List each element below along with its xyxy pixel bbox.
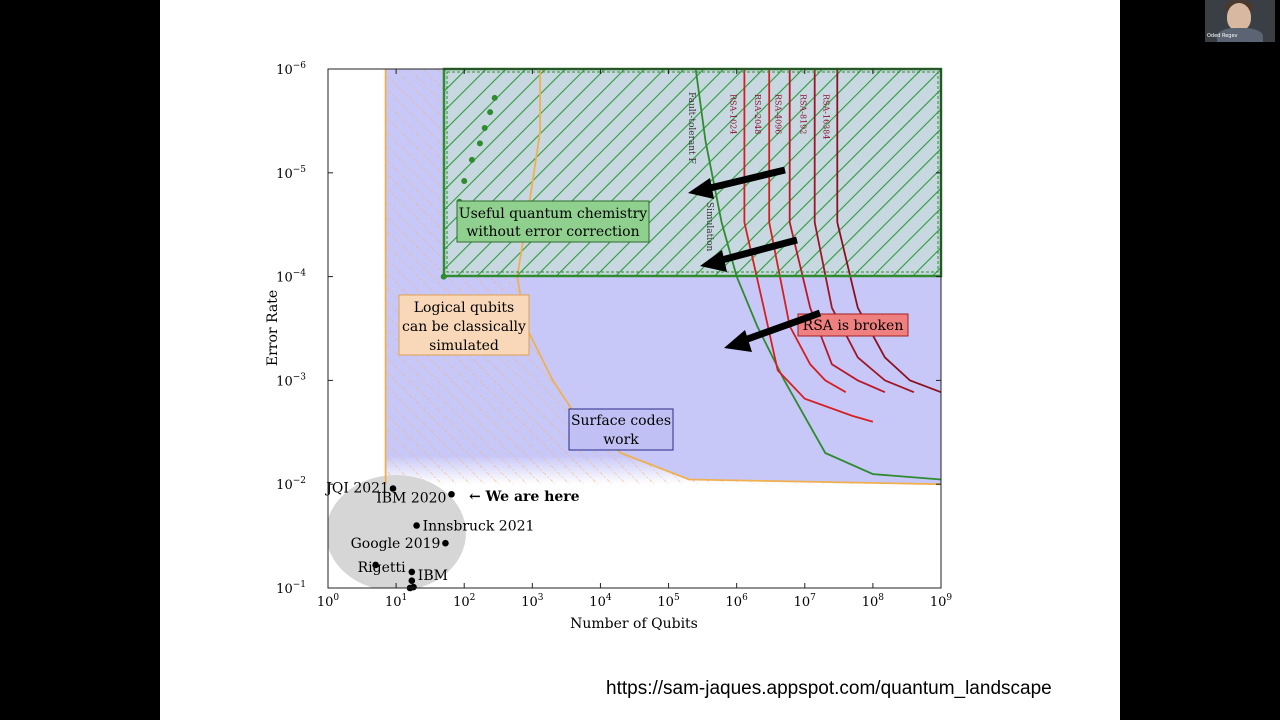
x-tick-label: 104: [589, 593, 612, 610]
x-tick-label: 103: [521, 593, 544, 610]
x-tick-label: 105: [657, 593, 680, 610]
rsa-broken-label: RSA is broken: [803, 318, 904, 334]
y-axis-label: Error Rate: [265, 290, 281, 366]
participant-shirt: [1217, 28, 1263, 42]
device-label: IBM 2020: [376, 490, 446, 506]
chemistry-region-inner-border: [446, 71, 939, 273]
x-tick-label: 108: [862, 593, 885, 610]
logical-qubits-line2: can be classically: [402, 319, 526, 335]
rsa-broken-box: RSA is broken: [797, 313, 909, 337]
rsa-curve-rsa-2048: [768, 69, 847, 393]
y-tick-label: 10−1: [276, 580, 306, 597]
x-tick-label: 109: [930, 593, 953, 610]
surface-codes-box: Surface codes work: [568, 408, 674, 451]
x-tick-label: 101: [385, 593, 407, 610]
device-label: Google 2019: [351, 536, 441, 552]
device-point: [448, 490, 455, 498]
rsa-label-rsa-2048: RSA-2048: [753, 94, 762, 134]
y-tick-label: 10−5: [276, 165, 306, 182]
logical-qubits-box: Logical qubits can be classically simula…: [398, 294, 530, 356]
device-point: [408, 577, 416, 584]
chemistry-point: [491, 94, 498, 101]
x-tick-label: 102: [453, 593, 475, 610]
device-point: [413, 522, 420, 529]
chemistry-point: [481, 124, 488, 131]
surface-codes-line2: work: [603, 432, 639, 448]
chemistry-label-line2: without error correction: [466, 224, 639, 240]
chemistry-point: [487, 109, 494, 116]
x-tick-label: 107: [794, 593, 817, 610]
rsa-curve-rsa-1024: [743, 69, 874, 423]
device-label: IBM: [418, 568, 448, 584]
device-point: [372, 561, 379, 569]
rsa-label-rsa-4096: RSA-4096: [774, 94, 783, 134]
device-label: Rigetti: [358, 560, 407, 576]
participant-video-thumbnail[interactable]: Oded Regev: [1205, 0, 1275, 42]
arrow-chemistry: [688, 166, 786, 199]
device-label: JQI 2021: [324, 480, 389, 496]
participant-name: Oded Regev: [1207, 33, 1238, 39]
rsa-label-rsa-16384: RSA-16384: [821, 94, 830, 139]
fault-tolerant-label-tail: Simulation: [704, 202, 714, 252]
y-tick-label: 10−6: [276, 61, 306, 78]
rsa-label-rsa-1024: RSA-1024: [728, 94, 737, 134]
rsa-label-rsa-8192: RSA-8192: [799, 94, 808, 134]
arrow-fault-tolerant: [700, 236, 798, 272]
chemistry-point: [476, 140, 483, 147]
arrow-rsa: [724, 309, 822, 352]
current-devices-region: [328, 475, 466, 588]
chemistry-point: [461, 178, 468, 185]
fault-tolerant-curve: [694, 69, 941, 481]
device-point: [389, 485, 397, 492]
logical-qubits-line1: Logical qubits: [414, 300, 515, 316]
y-tick-label: 10−2: [276, 476, 306, 493]
we-are-here-label: ← We are here: [469, 489, 580, 505]
device-point: [408, 568, 416, 576]
x-axis-label: Number of Qubits: [570, 616, 698, 632]
device-point: [410, 583, 417, 591]
logical-simulation-curve: [516, 69, 941, 486]
device-label: Innsbruck 2021: [423, 519, 535, 535]
fault-tolerant-label: Fault-tolerant F: [686, 92, 696, 164]
surface-codes-line1: Surface codes: [571, 413, 671, 429]
y-tick-label: 10−4: [276, 269, 306, 286]
x-tick-label: 106: [726, 593, 749, 610]
slide-url-text: https://sam-jaques.appspot.com/quantum_l…: [606, 678, 1052, 699]
chemistry-label-box: Useful quantum chemistry without error c…: [456, 200, 650, 243]
plot-frame: [327, 68, 942, 589]
chemistry-point: [468, 156, 475, 163]
chemistry-label-line1: Useful quantum chemistry: [459, 206, 648, 222]
x-tick-label: 100: [317, 593, 340, 610]
y-tick-label: 10−3: [276, 372, 306, 389]
chemistry-corner-point: [440, 273, 447, 280]
logical-qubits-line3: simulated: [429, 338, 499, 354]
device-point: [442, 539, 449, 547]
participant-face: [1227, 3, 1251, 31]
